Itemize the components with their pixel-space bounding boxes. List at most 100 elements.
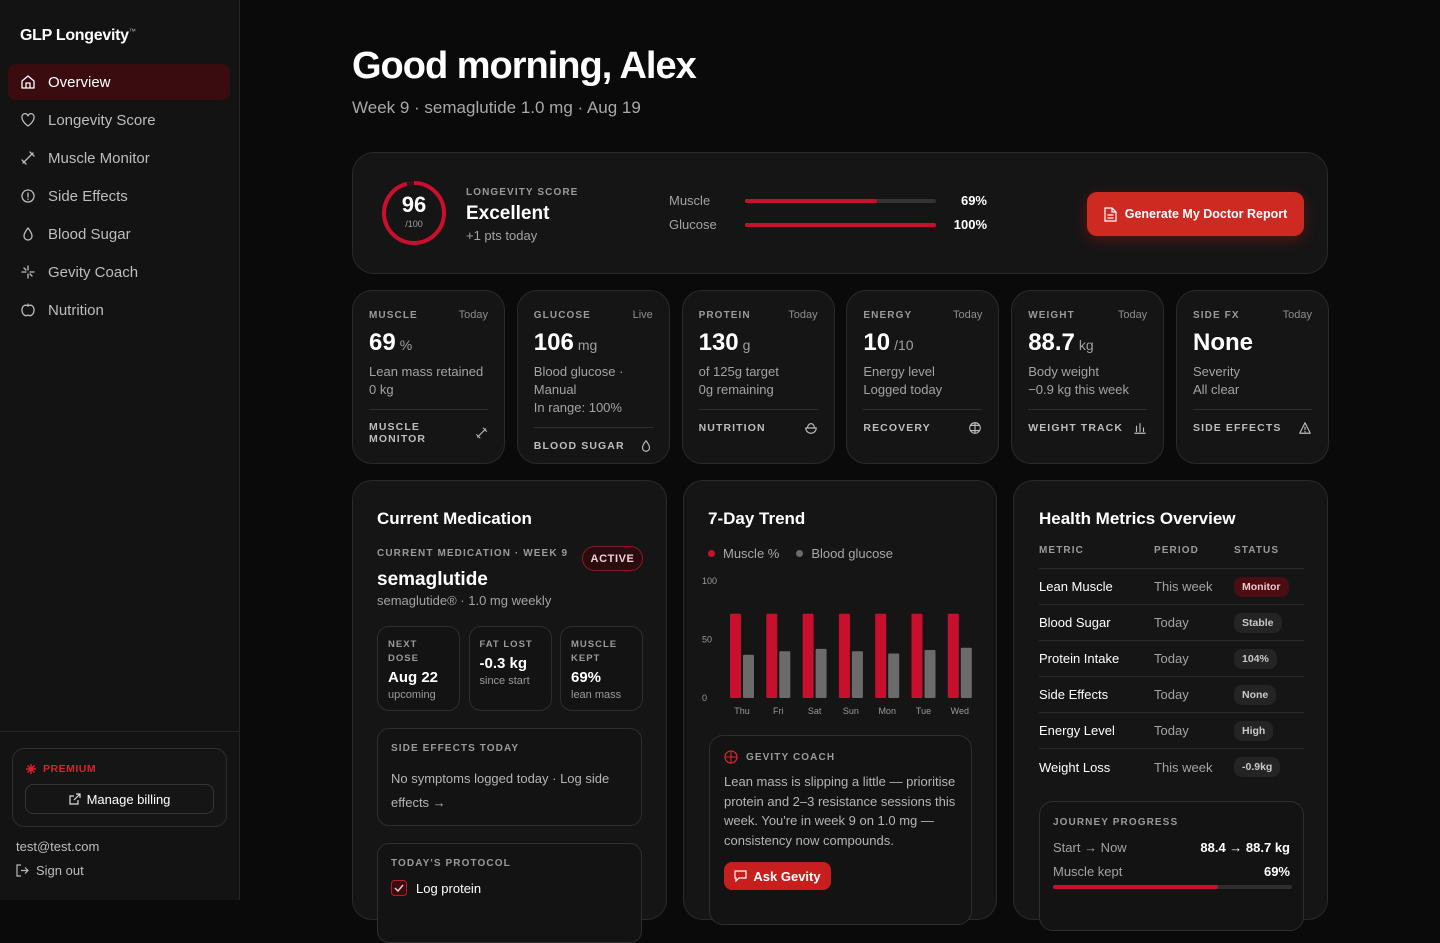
tile-lines: Energy level Logged today (863, 363, 982, 399)
legend-item: Blood glucose (796, 546, 893, 561)
icon (1104, 206, 1117, 222)
card-title: 7-Day Trend (708, 509, 806, 528)
coach-text: Lean mass is slipping a little — priorit… (724, 774, 956, 848)
tile-unit: /10 (894, 337, 914, 353)
bar-name: Glucose (669, 217, 717, 232)
score-ring: 96/100 (382, 181, 446, 245)
tile-link[interactable]: MUSCLE MONITOR (369, 409, 488, 445)
stat-value: 69% (571, 669, 602, 686)
coach-title: GEVITY COACH (746, 751, 836, 763)
tile-number: 88.7 (1028, 329, 1075, 356)
tile-value: 10/10 (863, 329, 982, 357)
tile-value: 130 g (699, 329, 818, 357)
metric-name: Energy Level (1039, 723, 1115, 738)
table-row: Blood Sugar Today Stable (1039, 605, 1304, 641)
button-label: Generate My Doctor Report (1124, 207, 1288, 221)
tile-link[interactable]: NUTRITION (698, 409, 818, 435)
tile-link[interactable]: WEIGHT TRACK (1028, 409, 1148, 435)
tile-link[interactable]: RECOVERY (863, 409, 983, 435)
tile-value: None (1193, 329, 1312, 357)
table-row: Side Effects Today None (1039, 677, 1304, 713)
bar-value: 100% (953, 217, 987, 232)
stat-box: FAT LOST -0.3 kg since start (468, 626, 552, 711)
tile-line: of 125g target (698, 364, 779, 379)
stat-value: Aug 22 (388, 669, 439, 686)
icon (21, 265, 35, 279)
button-label: Ask Gevity (753, 868, 821, 884)
metric-name: Blood Sugar (1039, 615, 1111, 630)
tile-link-label: MUSCLE MONITOR (369, 421, 427, 445)
tile-lines: Body weight −0.9 kg this week (1028, 363, 1147, 399)
protocol-item[interactable]: Log protein (391, 880, 481, 896)
tile-number: 106 (533, 329, 574, 356)
bar (924, 650, 936, 698)
protocol-box: TODAY'S PROTOCOL Log protein (377, 843, 642, 943)
legend: Muscle % Blood glucose (708, 546, 893, 561)
table-row: Lean Muscle This week Monitor (1039, 569, 1304, 605)
y-tick-label: 100 (702, 576, 717, 586)
billing-button[interactable]: Manage billing (25, 784, 214, 814)
bar (730, 613, 741, 698)
ask-button[interactable]: Ask Gevity (724, 862, 831, 890)
tile-line: All clear (1193, 382, 1240, 397)
tile-link[interactable]: BLOOD SUGAR (533, 427, 653, 453)
coach-header: GEVITY COACH (724, 750, 835, 764)
icon (21, 189, 35, 203)
bar-fill (745, 223, 936, 227)
email: test@test.com (16, 839, 100, 854)
path (734, 870, 747, 882)
eyebrow: CURRENT MEDICATION · WEEK 9 (377, 548, 569, 559)
column-header: PERIOD (1154, 545, 1199, 556)
nav-item[interactable]: Side Effects (8, 178, 230, 214)
tile-unit: % (399, 337, 413, 353)
column-header: STATUS (1234, 545, 1280, 556)
tile-number: None (1193, 329, 1253, 356)
tile-link-label: WEIGHT TRACK (1028, 422, 1124, 434)
tile-link[interactable]: SIDE EFFECTS (1193, 409, 1312, 435)
status-pill: -0.9kg (1234, 757, 1281, 777)
path (21, 265, 35, 279)
dose: semaglutide® · 1.0 mg weekly (377, 593, 552, 608)
bar (802, 613, 814, 698)
status-pill: 104% (1234, 648, 1277, 669)
icon (1299, 422, 1311, 434)
path (21, 75, 35, 89)
nav-item[interactable]: Muscle Monitor (8, 140, 230, 176)
path (475, 427, 487, 439)
signout[interactable]: Sign out (16, 863, 84, 878)
bar (815, 648, 827, 698)
nav-item[interactable]: Longevity Score (8, 102, 230, 138)
bar (766, 613, 778, 698)
icon (21, 303, 35, 317)
legend-swatch (708, 550, 715, 557)
box-title: TODAY'S PROTOCOL (391, 858, 511, 869)
journey-value: 88.4 → 88.7 kg (1200, 840, 1290, 855)
tile-header: MUSCLE Today (369, 309, 488, 321)
bar-track (745, 199, 936, 203)
tile-line: Body weight (1028, 364, 1100, 379)
coach-box: GEVITY COACH Lean mass is slipping a lit… (709, 735, 972, 925)
nav-item[interactable]: Blood Sugar (8, 216, 230, 252)
icon (26, 764, 36, 774)
tile-unit: g (742, 337, 751, 353)
tile-unit: kg (1078, 337, 1094, 353)
nav-item[interactable]: Overview (8, 64, 230, 100)
tile-label: GLUCOSE (533, 309, 591, 321)
nav-item[interactable]: Gevity Coach (8, 254, 230, 290)
tile-line: −0.9 kg this week (1028, 382, 1129, 397)
divider (0, 731, 239, 732)
drug: semaglutide (377, 569, 488, 590)
metric-name: Side Effects (1039, 687, 1109, 702)
tile-line: In range: 100% (533, 400, 622, 415)
journey-value: 69% (1263, 864, 1290, 879)
nav-item[interactable]: Nutrition (8, 292, 230, 328)
tile-number: 69 (369, 329, 396, 356)
bar-value: 69% (960, 193, 987, 208)
journey-box: JOURNEY PROGRESS Start → Now 88.4 → 88.7… (1039, 801, 1304, 931)
column-header: METRIC (1039, 545, 1084, 556)
tile-line: 0 kg (369, 382, 394, 397)
doctor-report-button[interactable]: Generate My Doctor Report (1087, 192, 1304, 236)
bar-track (745, 223, 936, 227)
path (1299, 422, 1311, 434)
tile-when: Today (1117, 309, 1148, 321)
